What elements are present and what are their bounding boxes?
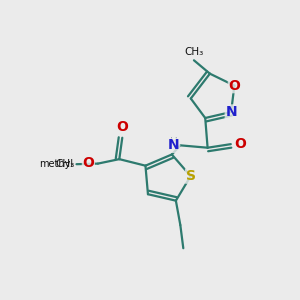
Text: N: N (168, 138, 180, 152)
Text: CH₃: CH₃ (56, 159, 75, 169)
Text: methyl: methyl (39, 159, 74, 169)
Text: O: O (82, 156, 94, 170)
Text: S: S (186, 169, 196, 183)
Text: O: O (116, 120, 128, 134)
Text: H: H (170, 137, 178, 147)
Text: CH₃: CH₃ (184, 47, 204, 57)
Text: N: N (225, 105, 237, 119)
Text: O: O (234, 137, 246, 151)
Text: O: O (228, 79, 240, 93)
